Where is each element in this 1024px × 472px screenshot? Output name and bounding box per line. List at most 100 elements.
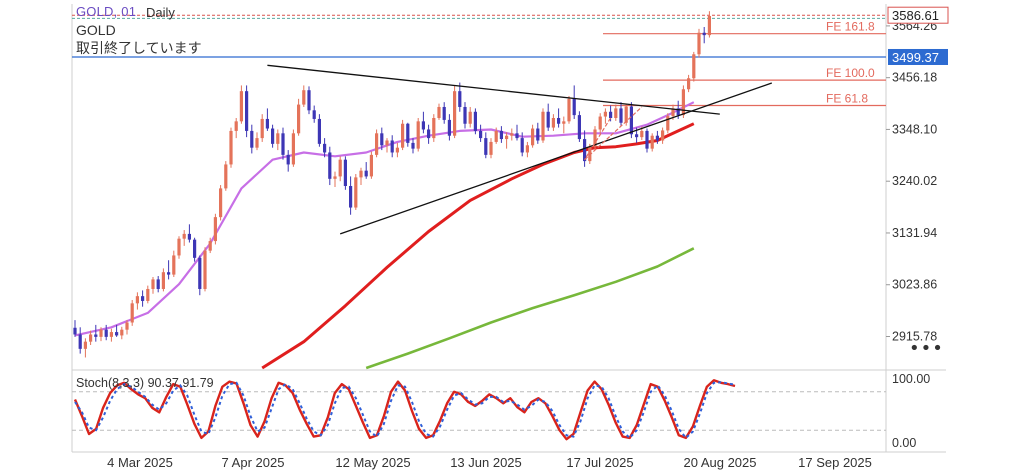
candle-body xyxy=(510,133,514,136)
candle-body xyxy=(453,91,457,136)
ma-mid-line xyxy=(261,122,695,370)
candle-body xyxy=(307,90,311,111)
more-options-icon[interactable]: ••• xyxy=(909,338,944,359)
candle-body xyxy=(437,106,441,118)
candle-body xyxy=(609,111,613,118)
candle-body xyxy=(380,133,384,146)
candle-body xyxy=(130,303,134,323)
candle-body xyxy=(328,152,332,179)
candle-body xyxy=(432,117,436,139)
candle-body xyxy=(349,186,353,208)
candle-body xyxy=(343,159,347,186)
candle-body xyxy=(635,134,639,138)
timeframe-label[interactable]: Daily xyxy=(146,5,175,20)
candle-body xyxy=(671,108,675,117)
candle-body xyxy=(515,133,519,139)
candle-body xyxy=(421,121,425,130)
time-tick-label: 7 Apr 2025 xyxy=(222,455,285,470)
price-tick-label: 3131.94 xyxy=(892,226,937,240)
candle-body xyxy=(198,257,202,289)
price-tick-label: 3456.18 xyxy=(892,71,937,85)
candle-body xyxy=(707,15,711,36)
candle-body xyxy=(359,170,363,178)
candle-body xyxy=(151,279,155,289)
candle-body xyxy=(250,130,254,148)
candle-body xyxy=(281,133,285,155)
candle-body xyxy=(120,329,124,336)
candle-body xyxy=(557,117,561,124)
price-tick-label: 3023.86 xyxy=(892,278,937,292)
candle-body xyxy=(146,288,150,301)
candle-body xyxy=(156,279,160,289)
candle-body xyxy=(666,116,670,131)
trendline xyxy=(267,64,720,115)
time-tick-label: 12 May 2025 xyxy=(335,455,410,470)
candle-body xyxy=(239,91,243,122)
candle-body xyxy=(489,141,493,155)
candle-body xyxy=(687,78,691,90)
candle-body xyxy=(333,176,337,179)
candle-body xyxy=(245,91,249,131)
candle-body xyxy=(317,118,321,144)
price-tick-label: 3348.10 xyxy=(892,122,937,136)
candle-body xyxy=(369,154,373,177)
candle-body xyxy=(562,121,566,124)
candle-body xyxy=(390,140,394,153)
candles-group xyxy=(73,11,711,358)
candle-body xyxy=(135,296,139,304)
candle-body xyxy=(531,128,535,146)
candle-body xyxy=(479,130,483,139)
zigzag-line xyxy=(584,117,612,160)
candle-body xyxy=(276,133,280,144)
fib-level-label: FE 100.0 xyxy=(826,66,875,80)
candle-body xyxy=(536,128,540,141)
candle-body xyxy=(588,146,592,162)
candle-body xyxy=(302,90,306,105)
ma-long-line xyxy=(365,247,695,370)
stoch-tick-label: 100.00 xyxy=(892,372,930,386)
candle-body xyxy=(286,154,290,165)
candle-body xyxy=(499,130,503,140)
price-tick-label: 3240.02 xyxy=(892,174,937,188)
candle-body xyxy=(401,123,405,148)
candle-body xyxy=(567,98,571,122)
price-tick-label: 2915.78 xyxy=(892,329,937,343)
candle-body xyxy=(260,118,264,139)
candle-body xyxy=(676,108,680,116)
trendline xyxy=(339,82,773,235)
candle-body xyxy=(697,32,701,55)
symbol-label: GOLD xyxy=(76,22,116,38)
candle-body xyxy=(109,332,113,337)
candle-body xyxy=(681,89,685,116)
candle-body xyxy=(661,130,665,141)
zigzag-line xyxy=(610,106,643,137)
candle-body xyxy=(551,117,555,128)
candle-body xyxy=(624,106,628,123)
candle-body xyxy=(141,296,145,301)
candle-body xyxy=(271,128,275,144)
candle-body xyxy=(629,106,633,135)
candle-body xyxy=(354,177,358,208)
candle-body xyxy=(645,130,649,149)
fib-level-label: FE 61.8 xyxy=(826,92,868,106)
candle-body xyxy=(583,139,587,162)
candle-body xyxy=(463,106,467,124)
candle-body xyxy=(375,133,379,155)
candle-body xyxy=(291,133,295,165)
time-tick-label: 17 Jul 2025 xyxy=(566,455,633,470)
candle-body xyxy=(484,138,488,155)
stoch-tick-label: 0.00 xyxy=(892,436,916,450)
candle-body xyxy=(364,170,368,177)
candle-body xyxy=(473,111,477,131)
candle-body xyxy=(99,329,103,337)
time-tick-label: 4 Mar 2025 xyxy=(107,455,173,470)
candle-body xyxy=(182,233,186,239)
candle-body xyxy=(177,238,181,256)
candle-body xyxy=(458,91,462,107)
candle-body xyxy=(83,341,87,349)
candle-body xyxy=(167,272,171,275)
candle-body xyxy=(338,159,342,177)
ma-short-line xyxy=(74,101,695,337)
candle-body xyxy=(172,255,176,275)
